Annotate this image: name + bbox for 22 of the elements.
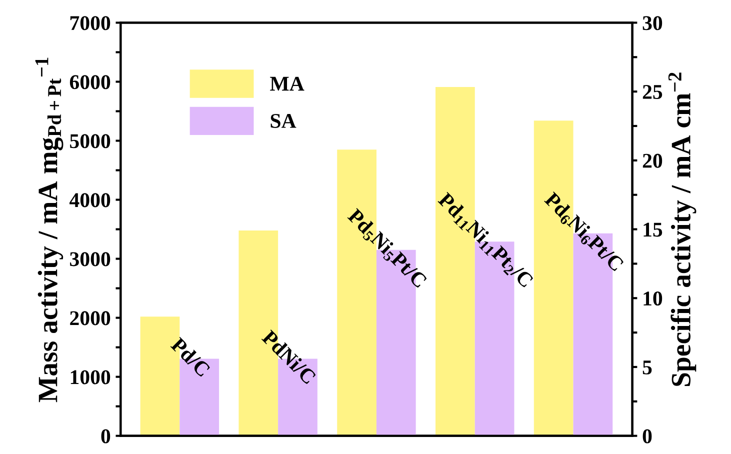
- x-tick-label: Pd$_{6}$Ni$_{6}$Pt/C: [542, 190, 625, 274]
- y-tick-label: 5000: [70, 134, 110, 148]
- y2-tick-label: 10: [644, 292, 662, 306]
- y2-tick-label: 25: [642, 84, 662, 99]
- y2-tick-label: 5: [642, 360, 652, 374]
- y2-tick-label: 0: [642, 429, 652, 444]
- y-tick-label: 1000: [70, 370, 110, 384]
- legend-label: MA: [270, 76, 304, 91]
- y-tick-label: 0: [101, 429, 110, 444]
- y-tick-label: 4000: [70, 193, 110, 208]
- y2-tick-label: 20: [642, 154, 662, 168]
- y2-tick-label: 30: [642, 16, 662, 30]
- y-tick-label: 2000: [70, 311, 110, 326]
- x-tick-label: Pd$_{11}$Ni$_{11}$Pt$_{2}$/C: [436, 191, 534, 290]
- y2-tick-label: 15: [644, 222, 662, 237]
- x-tick-label: Pd$_{5}$Ni$_{5}$Pt/C: [345, 207, 428, 290]
- legend-label: SA: [270, 114, 296, 128]
- y2-axis-title: Specific activity / mA cm$^{−2}$: [668, 72, 696, 386]
- y-tick-label: 6000: [70, 75, 110, 90]
- y-axis-title: Mass activity / mA mg$_{Pd+Pt}$$^{−1}$: [35, 58, 64, 402]
- y-tick-label: 3000: [70, 252, 110, 266]
- y-tick-label: 7000: [70, 16, 110, 30]
